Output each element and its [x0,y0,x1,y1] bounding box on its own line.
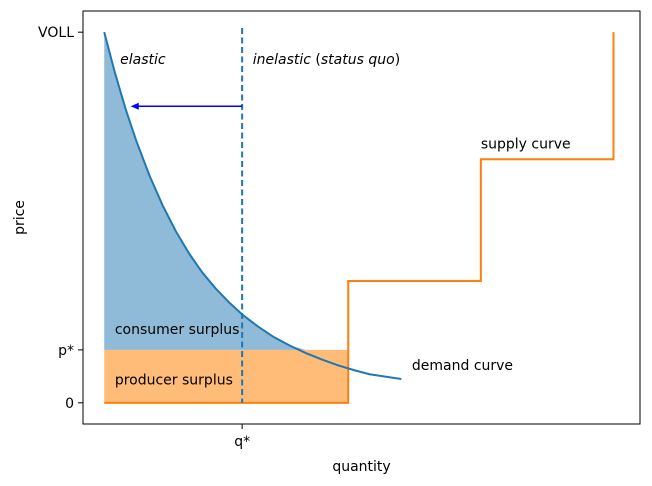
y-axis-label: price [12,200,28,235]
producer-surplus-area [104,349,349,403]
y-tick-label: 0 [65,396,74,412]
demand-curve [103,31,402,380]
ticks: 0 p* VOLL q* [38,25,250,450]
annotation-supply: supply curve [481,137,571,153]
x-axis-label: quantity [332,459,390,475]
annotation-inelastic-part: ) [395,52,400,68]
consumer-surplus-area [104,32,349,350]
y-tick-label: VOLL [38,25,74,41]
supply-curve [104,32,615,404]
x-tick-label: q* [234,434,250,450]
annotation-producer: producer surplus [115,372,233,388]
y-tick-label: p* [58,343,74,359]
axes-frame [82,10,641,425]
annotation-elastic: elastic [120,52,166,68]
annotation-demand: demand curve [412,358,513,374]
annotation-inelastic: inelastic (status quo) [253,52,400,68]
annotation-consumer: consumer surplus [115,322,240,338]
annotation-inelastic-part: ( [311,52,321,68]
annotation-inelastic-part: inelastic [253,52,312,68]
plot-area: elastic inelastic (status quo) supply curv… [103,28,615,404]
annotation-inelastic-part: status quo [321,52,395,68]
elasticity-arrow-head [130,102,139,110]
